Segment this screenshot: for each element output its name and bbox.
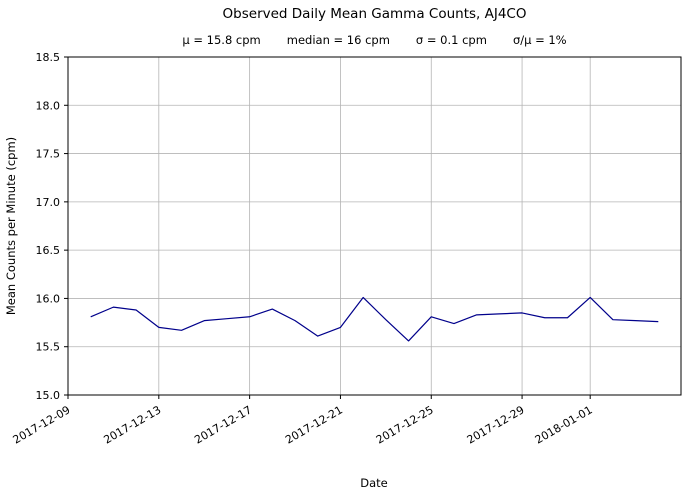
chart-title: Observed Daily Mean Gamma Counts, AJ4CO xyxy=(222,6,527,22)
x-tick-label: 2017-12-09 xyxy=(11,403,73,446)
x-tick-label: 2017-12-29 xyxy=(465,403,527,446)
x-tick-label: 2018-01-01 xyxy=(533,403,595,446)
y-tick-label: 15.0 xyxy=(36,389,61,402)
y-tick-label: 18.5 xyxy=(36,51,61,64)
y-tick-label: 16.0 xyxy=(36,292,61,305)
stat-item: median = 16 cpm xyxy=(286,33,390,47)
x-tick-label: 2017-12-13 xyxy=(101,403,163,446)
y-tick-label: 16.5 xyxy=(36,244,61,257)
axis-ticks xyxy=(64,56,591,399)
y-axis-label: Mean Counts per Minute (cpm) xyxy=(4,137,18,315)
stat-item: σ = 0.1 cpm xyxy=(415,33,487,47)
stat-item: σ/μ = 1% xyxy=(512,33,567,47)
x-tick-label: 2017-12-25 xyxy=(374,403,436,446)
y-tick-label: 17.0 xyxy=(36,196,61,209)
x-axis-label: Date xyxy=(360,476,388,490)
grid-lines xyxy=(67,56,681,396)
data-series xyxy=(90,296,659,342)
chart-subtitle: μ = 15.8 cpm median = 16 cpm σ = 0.1 cpm σ/… xyxy=(68,33,681,47)
plot-border xyxy=(67,56,682,396)
tick-labels: 15.0 15.5 16.0 16.5 17.0 17.5 18.0 18.5 2017-12-… xyxy=(11,51,595,447)
y-tick-label: 15.5 xyxy=(36,341,61,354)
x-tick-label: 2017-12-21 xyxy=(283,403,345,446)
y-tick-label: 18.0 xyxy=(36,99,61,112)
y-tick-label: 17.5 xyxy=(36,148,61,161)
data-line xyxy=(90,296,659,342)
stat-item: μ = 15.8 cpm xyxy=(182,33,261,47)
x-tick-label: 2017-12-17 xyxy=(192,403,254,446)
